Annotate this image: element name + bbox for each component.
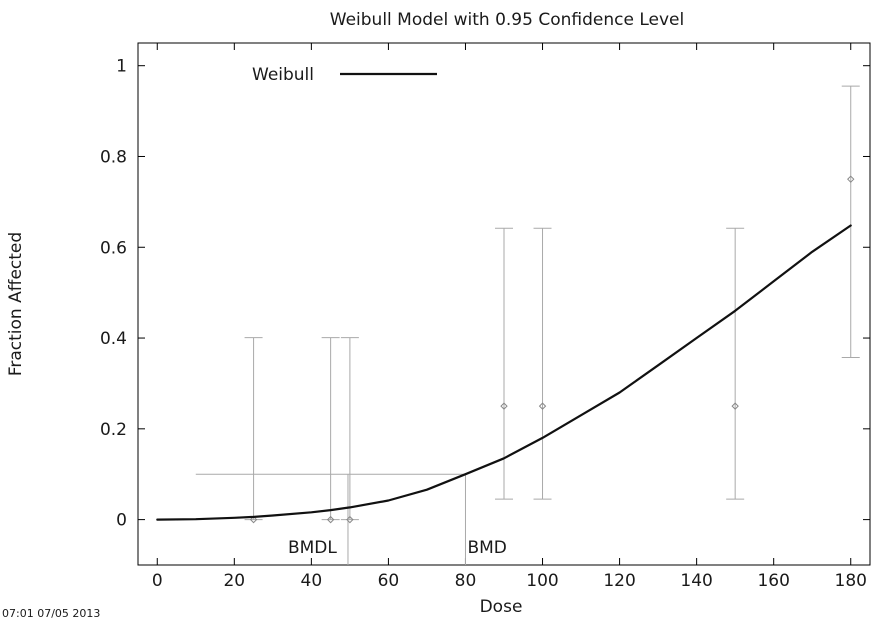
x-tick-label: 60: [378, 571, 400, 591]
chart-title: Weibull Model with 0.95 Confidence Level: [330, 10, 684, 30]
x-tick-label: 80: [455, 571, 477, 591]
y-axis-label: Fraction Affected: [6, 232, 26, 376]
x-axis-label: Dose: [480, 597, 523, 617]
y-tick-label: 0.6: [100, 238, 127, 258]
x-tick-label: 120: [603, 571, 635, 591]
legend: Weibull: [252, 65, 437, 85]
x-tick-label: 100: [526, 571, 558, 591]
weibull-curve: [156, 224, 852, 521]
y-tick-label: 1: [116, 57, 127, 77]
y-tick-label: 0.2: [100, 420, 127, 440]
observed-point: [847, 175, 855, 183]
axis-ticks: 0 20 40 60 80 100 120 140 160 180 0 0.2 0.4 0.6 0.8 1: [100, 43, 870, 591]
y-tick-label: 0: [116, 511, 127, 531]
observed-point: [500, 402, 508, 410]
observed-point: [731, 402, 739, 410]
x-tick-label: 40: [301, 571, 323, 591]
legend-label: Weibull: [252, 65, 314, 85]
x-tick-label: 180: [835, 571, 867, 591]
observed-point: [346, 515, 354, 524]
y-tick-label: 0.8: [100, 147, 127, 167]
x-tick-label: 140: [680, 571, 712, 591]
y-tick-label: 0.4: [100, 329, 127, 349]
annotation-bmd: BMD: [467, 538, 506, 558]
weibull-curve-group: [156, 224, 852, 521]
annotation-bmdl: BMDL: [288, 538, 337, 558]
observed-point: [538, 402, 547, 410]
x-tick-label: 0: [152, 571, 163, 591]
observed-point: [326, 515, 335, 524]
annotations: BMDL BMD: [288, 538, 507, 558]
x-tick-label: 160: [757, 571, 789, 591]
footer-timestamp: 07:01 07/05 2013: [2, 607, 101, 620]
observed-point: [249, 515, 258, 524]
x-tick-label: 20: [223, 571, 245, 591]
plot-frame: [137, 42, 871, 566]
error-bars: [244, 85, 860, 524]
